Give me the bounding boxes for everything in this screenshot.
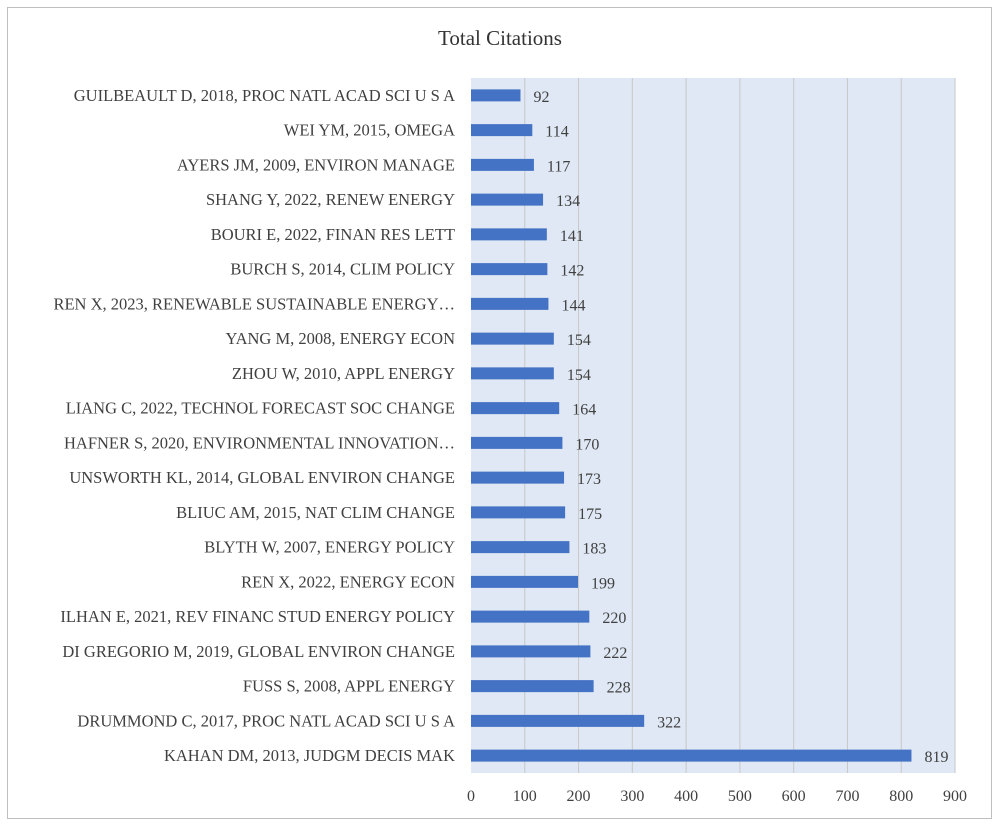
value-labels: 819 322 228 222 220 199 183 175 173 170 164 154 154 1… xyxy=(533,89,948,766)
value-label: 141 xyxy=(560,228,584,245)
category-label: KAHAN DM, 2013, JUDGM DECIS MAK xyxy=(164,746,455,765)
category-label: BOURI E, 2022, FINAN RES LETT xyxy=(211,225,455,244)
value-label: 164 xyxy=(572,402,596,419)
x-tick-label: 200 xyxy=(567,788,591,805)
bar xyxy=(471,402,560,415)
bar xyxy=(471,263,548,276)
x-tick-label: 300 xyxy=(620,788,644,805)
category-label: SHANG Y, 2022, RENEW ENERGY xyxy=(206,190,455,209)
x-tick-label: 400 xyxy=(674,788,698,805)
value-label: 228 xyxy=(607,680,631,697)
bar xyxy=(471,124,533,137)
x-tick-label: 100 xyxy=(513,788,537,805)
value-label: 175 xyxy=(578,506,602,523)
plot-area xyxy=(471,78,956,773)
category-label: WEI YM, 2015, OMEGA xyxy=(284,121,455,140)
x-tick-label: 500 xyxy=(728,788,752,805)
bars xyxy=(471,89,912,762)
category-label: ILHAN E, 2021, REV FINANC STUD ENERGY PO… xyxy=(60,607,455,626)
x-tick-label: 0 xyxy=(467,788,475,805)
bar xyxy=(471,471,565,484)
category-label: GUILBEAULT D, 2018, PROC NATL ACAD SCI U… xyxy=(74,86,455,105)
bar xyxy=(471,645,591,658)
value-label: 199 xyxy=(591,575,615,592)
bar xyxy=(471,506,566,519)
bar xyxy=(471,680,594,693)
value-label: 117 xyxy=(547,158,570,175)
category-label: BLYTH W, 2007, ENERGY POLICY xyxy=(204,538,455,557)
value-label: 170 xyxy=(575,436,599,453)
value-label: 183 xyxy=(582,541,606,558)
category-label: REN X, 2023, RENEWABLE SUSTAINABLE ENERG… xyxy=(53,294,455,313)
value-label: 322 xyxy=(657,714,681,731)
category-label: ZHOU W, 2010, APPL ENERGY xyxy=(232,364,455,383)
bar xyxy=(471,541,570,554)
bar xyxy=(471,297,549,310)
category-label: BLIUC AM, 2015, NAT CLIM CHANGE xyxy=(176,503,455,522)
value-label: 154 xyxy=(567,367,591,384)
category-labels: KAHAN DM, 2013, JUDGM DECIS MAK DRUMMOND … xyxy=(53,86,455,765)
category-label: DRUMMOND C, 2017, PROC NATL ACAD SCI U S… xyxy=(77,711,455,730)
bar xyxy=(471,610,590,623)
value-label: 819 xyxy=(924,749,948,766)
bar xyxy=(471,193,544,206)
value-label: 144 xyxy=(561,297,585,314)
value-label: 142 xyxy=(560,263,584,280)
category-label: FUSS S, 2008, APPL ENERGY xyxy=(243,677,455,696)
category-label: YANG M, 2008, ENERGY ECON xyxy=(226,329,456,348)
value-label: 154 xyxy=(567,332,591,349)
bar xyxy=(471,228,547,241)
bar xyxy=(471,575,579,588)
x-tick-label: 600 xyxy=(782,788,806,805)
bar xyxy=(471,89,521,102)
category-label: REN X, 2022, ENERGY ECON xyxy=(241,572,455,591)
value-label: 173 xyxy=(577,471,601,488)
bar xyxy=(471,332,554,345)
category-label: AYERS JM, 2009, ENVIRON MANAGE xyxy=(177,155,455,174)
bar xyxy=(471,158,534,171)
category-label: DI GREGORIO M, 2019, GLOBAL ENVIRON CHAN… xyxy=(62,642,455,661)
category-label: BURCH S, 2014, CLIM POLICY xyxy=(230,260,455,279)
value-label: 134 xyxy=(556,193,580,210)
category-label: UNSWORTH KL, 2014, GLOBAL ENVIRON CHANGE xyxy=(69,468,455,487)
value-label: 220 xyxy=(602,610,626,627)
value-label: 222 xyxy=(603,645,627,662)
x-axis-ticks: 0 100 200 300 400 500 600 700 800 900 xyxy=(467,788,967,805)
value-label: 114 xyxy=(545,124,568,141)
category-label: LIANG C, 2022, TECHNOL FORECAST SOC CHAN… xyxy=(66,399,455,418)
x-tick-label: 900 xyxy=(943,788,967,805)
bar xyxy=(471,436,563,449)
chart-title: Total Citations xyxy=(438,26,562,50)
bar xyxy=(471,749,912,762)
category-label: HAFNER S, 2020, ENVIRONMENTAL INNOVATION… xyxy=(64,433,455,452)
bar xyxy=(471,367,554,380)
x-tick-label: 800 xyxy=(889,788,913,805)
value-label: 92 xyxy=(533,89,549,106)
x-tick-label: 700 xyxy=(835,788,859,805)
bar xyxy=(471,714,645,727)
